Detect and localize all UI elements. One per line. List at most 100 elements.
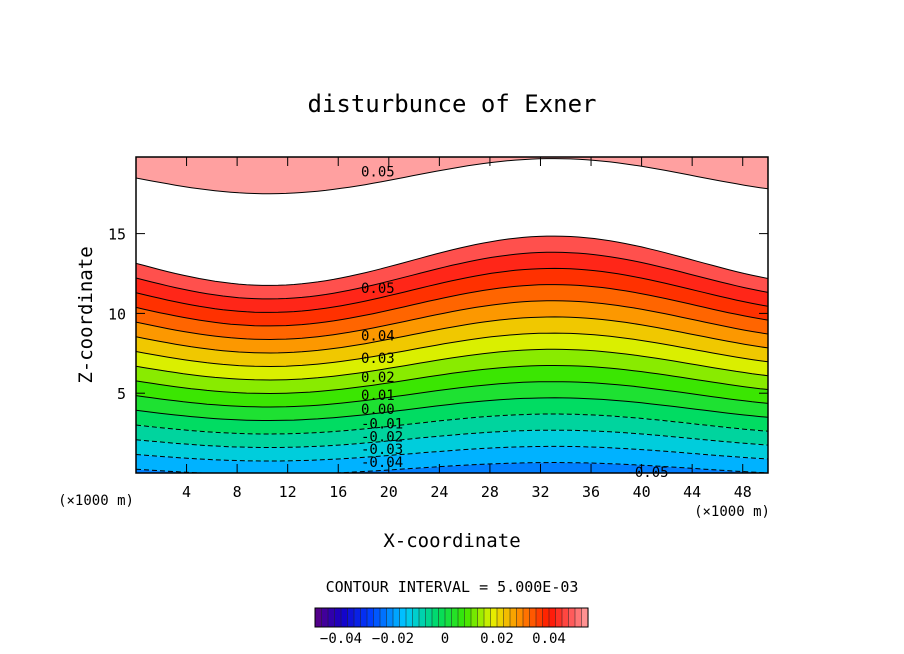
band-white: [136, 158, 768, 286]
colorbar-cell: [399, 607, 407, 628]
contour-labels: 0.050.050.040.030.020.010.00-0.01-0.02-0…: [361, 164, 669, 481]
contour-label: 0.01: [361, 388, 395, 404]
colorbar-cell: [360, 607, 368, 628]
contour-label: 0.04: [361, 329, 395, 345]
colorbar-cell: [457, 607, 466, 628]
color-band: [136, 284, 768, 340]
colorbar-cell: [314, 607, 323, 628]
colorbar-cell: [464, 607, 472, 628]
contour-label: 0.02: [361, 370, 395, 386]
colorbar-tick-label: 0.02: [480, 631, 514, 647]
colorbar-cell: [581, 607, 589, 628]
contour-line: [136, 445, 768, 462]
colorbar-cell: [340, 607, 349, 628]
color-band: [136, 316, 768, 367]
colorbar-cell: [321, 607, 329, 628]
contour-interval-text: CONTOUR INTERVAL = 5.000E-03: [326, 578, 579, 596]
colorbar-cell: [477, 607, 485, 628]
contour-line: [136, 158, 768, 195]
contour-line: [136, 365, 768, 395]
contour-label: -0.01: [361, 417, 403, 433]
x-tick-label: 16: [329, 483, 347, 501]
color-band: [136, 430, 768, 461]
colorbar-ticks: −0.04 −0.02 0 0.02 0.04: [320, 631, 566, 647]
colorbar-cell: [412, 607, 420, 628]
colorbar-cell: [509, 607, 518, 628]
color-band: [136, 252, 768, 313]
color-band: [136, 268, 768, 326]
colorbar: [314, 607, 589, 628]
colorbar-cell: [503, 607, 511, 628]
contour-label: 0.03: [361, 351, 395, 367]
contour-line: [136, 495, 768, 502]
colorbar-cell: [496, 607, 505, 628]
color-band: [136, 511, 768, 528]
colorbar-cell: [574, 607, 583, 628]
colorbar-cell: [470, 607, 479, 628]
contour-line: [136, 461, 768, 473]
chart-title: disturbunce of Exner: [308, 90, 597, 118]
y-tick-label: 15: [108, 226, 126, 244]
colorbar-cell: [535, 607, 544, 628]
colorbar-cell: [438, 607, 446, 628]
color-band: [136, 495, 768, 515]
color-band: [136, 349, 768, 394]
contour-line: [136, 267, 768, 313]
colorbar-cell: [483, 607, 492, 628]
colorbar-cell: [555, 607, 563, 628]
y-tick-label: 5: [117, 385, 126, 403]
colorbar-cell: [334, 607, 342, 628]
colorbar-cell: [425, 607, 433, 628]
contour-line: [136, 332, 768, 368]
colorbar-tick-label: 0.04: [532, 631, 566, 647]
plot-frame: [135, 156, 769, 474]
colorbar-cell: [347, 607, 355, 628]
colorbar-cell: [542, 607, 550, 628]
contour-label: -0.04: [361, 455, 403, 471]
color-band: [136, 333, 768, 380]
contour-line: [136, 348, 768, 381]
colorbar-cell: [516, 607, 524, 628]
colorbar-frame: [314, 607, 589, 628]
colorbar-cell: [405, 607, 414, 628]
contour-line: [136, 284, 768, 327]
contour-label: -0.03: [361, 442, 403, 458]
colorbar-cell: [548, 607, 557, 628]
contour-line: [136, 300, 768, 341]
contour-line: [136, 381, 768, 408]
color-band: [136, 446, 768, 473]
colorbar-tick-label: −0.04: [320, 631, 362, 647]
colorbar-cell: [561, 607, 570, 628]
colorbar-cell: [444, 607, 453, 628]
colorbar-cell: [373, 607, 381, 628]
x-tick-label: 24: [430, 483, 448, 501]
x-tick-label: 8: [233, 483, 242, 501]
colorbar-cell: [451, 607, 459, 628]
contour-line: [136, 413, 768, 435]
x-tick-label: 20: [380, 483, 398, 501]
colorbar-cell: [490, 607, 498, 628]
color-band: [136, 365, 768, 407]
colorbar-cell: [327, 607, 336, 628]
color-band: [136, 462, 768, 473]
band-top: [136, 157, 768, 194]
contour-label: -0.02: [361, 429, 403, 445]
colorbar-cell: [568, 607, 576, 628]
color-band: [136, 236, 768, 299]
contour-line: [136, 527, 768, 528]
x-axis-label: X-coordinate: [383, 530, 520, 552]
colorbar-cell: [353, 607, 362, 628]
colorbar-cell: [522, 607, 531, 628]
x-unit-right: (×1000 m): [694, 504, 770, 520]
colorbar-cell: [418, 607, 427, 628]
color-band: [136, 479, 768, 502]
contour-line: [136, 556, 768, 560]
color-bands: [136, 157, 768, 528]
colorbar-cell: [366, 607, 375, 628]
colorbar-tick-label: 0: [441, 631, 449, 647]
contour-line: [136, 251, 768, 300]
color-band: [136, 397, 768, 434]
colorbar-cell: [529, 607, 537, 628]
